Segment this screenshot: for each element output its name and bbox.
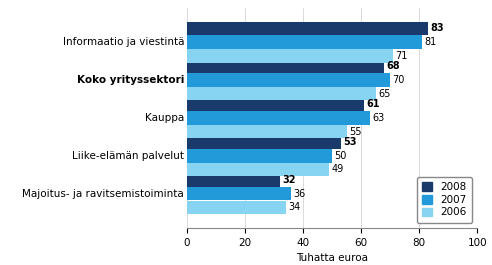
Bar xyxy=(187,60,384,73)
Bar xyxy=(187,98,364,111)
Bar xyxy=(187,87,376,100)
Bar xyxy=(187,125,346,138)
Text: 63: 63 xyxy=(372,113,384,123)
Text: 50: 50 xyxy=(335,151,347,161)
Bar xyxy=(187,36,422,49)
Text: 55: 55 xyxy=(349,127,362,136)
Text: 83: 83 xyxy=(430,24,444,33)
Bar xyxy=(187,111,370,125)
Text: 61: 61 xyxy=(367,99,380,109)
Text: 49: 49 xyxy=(332,165,344,174)
Bar xyxy=(187,201,286,214)
Text: 81: 81 xyxy=(425,37,437,47)
Legend: 2008, 2007, 2006: 2008, 2007, 2006 xyxy=(417,177,472,223)
Text: Kauppa: Kauppa xyxy=(145,113,184,123)
Text: 53: 53 xyxy=(343,137,357,147)
Text: 65: 65 xyxy=(378,89,390,99)
Text: 68: 68 xyxy=(387,61,400,71)
Text: Liike-elämän palvelut: Liike-elämän palvelut xyxy=(72,151,184,161)
Text: 70: 70 xyxy=(393,75,405,85)
Bar xyxy=(187,73,390,87)
Bar xyxy=(187,187,291,200)
Bar xyxy=(187,135,341,149)
Bar xyxy=(187,173,280,187)
Text: 71: 71 xyxy=(396,51,408,61)
Text: Koko yrityssektori: Koko yrityssektori xyxy=(77,75,184,85)
Text: Majoitus- ja ravitsemistoiminta: Majoitus- ja ravitsemistoiminta xyxy=(22,189,184,199)
Bar xyxy=(187,49,393,63)
Text: Informaatio ja viestintä: Informaatio ja viestintä xyxy=(62,37,184,47)
X-axis label: Tuhatta euroa: Tuhatta euroa xyxy=(296,253,368,263)
Bar xyxy=(187,22,428,35)
Bar xyxy=(187,163,329,176)
Text: 32: 32 xyxy=(282,175,296,185)
Text: 36: 36 xyxy=(294,189,306,199)
Text: 34: 34 xyxy=(288,202,300,212)
Bar xyxy=(187,149,332,162)
